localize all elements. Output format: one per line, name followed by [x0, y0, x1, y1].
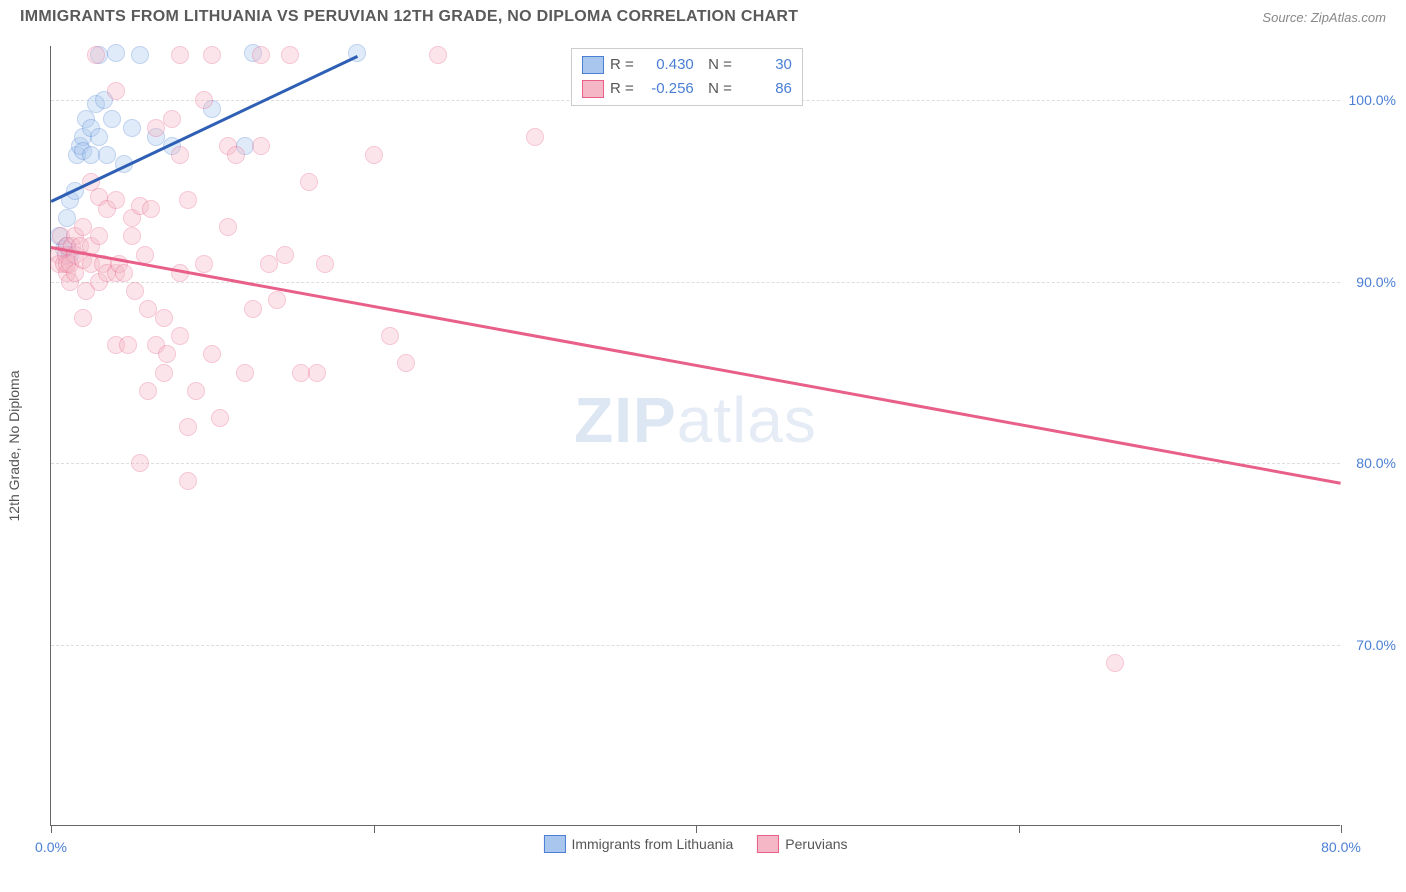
scatter-point: [123, 227, 141, 245]
scatter-point: [158, 345, 176, 363]
x-tick: [374, 825, 375, 833]
legend-label: Immigrants from Lithuania: [571, 836, 733, 852]
scatter-point: [98, 146, 116, 164]
scatter-point: [236, 364, 254, 382]
x-tick: [51, 825, 52, 833]
scatter-point: [316, 255, 334, 273]
y-axis-label: 12th Grade, No Diploma: [6, 371, 22, 522]
legend-swatch: [757, 835, 779, 853]
legend-swatch: [582, 56, 604, 74]
legend-row: R =-0.256 N =86: [582, 77, 792, 101]
scatter-point: [227, 146, 245, 164]
y-tick-label: 90.0%: [1356, 274, 1396, 290]
scatter-point: [171, 327, 189, 345]
scatter-point: [123, 119, 141, 137]
scatter-point: [179, 191, 197, 209]
legend-item: Immigrants from Lithuania: [543, 835, 733, 853]
legend-n-label: N =: [700, 77, 732, 101]
scatter-point: [187, 382, 205, 400]
legend-r-label: R =: [610, 77, 634, 101]
scatter-point: [252, 137, 270, 155]
x-tick: [1341, 825, 1342, 833]
scatter-point: [281, 46, 299, 64]
y-tick-label: 100.0%: [1349, 92, 1396, 108]
watermark: ZIPatlas: [574, 383, 817, 457]
scatter-point: [268, 291, 286, 309]
scatter-point: [365, 146, 383, 164]
scatter-point: [87, 46, 105, 64]
scatter-point: [211, 409, 229, 427]
x-tick-label: 80.0%: [1321, 839, 1361, 855]
scatter-point: [115, 264, 133, 282]
scatter-chart: ZIPatlas 70.0%80.0%90.0%100.0%0.0%80.0%R…: [50, 46, 1340, 826]
scatter-point: [300, 173, 318, 191]
scatter-point: [526, 128, 544, 146]
scatter-point: [381, 327, 399, 345]
legend-n-label: N =: [700, 53, 732, 77]
scatter-point: [397, 354, 415, 372]
legend-item: Peruvians: [757, 835, 847, 853]
legend-row: R =0.430 N =30: [582, 53, 792, 77]
scatter-point: [136, 246, 154, 264]
chart-title: IMMIGRANTS FROM LITHUANIA VS PERUVIAN 12…: [20, 8, 798, 26]
scatter-point: [244, 300, 262, 318]
scatter-point: [308, 364, 326, 382]
scatter-point: [219, 218, 237, 236]
source-attribution: Source: ZipAtlas.com: [1262, 10, 1386, 25]
legend-n-value: 86: [738, 77, 792, 101]
legend-swatch: [543, 835, 565, 853]
scatter-point: [74, 218, 92, 236]
legend-r-value: -0.256: [640, 77, 694, 101]
scatter-point: [119, 336, 137, 354]
scatter-point: [1106, 654, 1124, 672]
y-tick-label: 70.0%: [1356, 637, 1396, 653]
legend-r-label: R =: [610, 53, 634, 77]
scatter-point: [74, 309, 92, 327]
x-tick-label: 0.0%: [35, 839, 67, 855]
scatter-point: [260, 255, 278, 273]
legend-r-value: 0.430: [640, 53, 694, 77]
scatter-point: [58, 209, 76, 227]
scatter-point: [179, 472, 197, 490]
legend-swatch: [582, 80, 604, 98]
scatter-point: [107, 191, 125, 209]
scatter-point: [90, 227, 108, 245]
chart-header: IMMIGRANTS FROM LITHUANIA VS PERUVIAN 12…: [0, 0, 1406, 30]
scatter-point: [139, 300, 157, 318]
scatter-point: [276, 246, 294, 264]
scatter-point: [126, 282, 144, 300]
scatter-point: [131, 454, 149, 472]
scatter-point: [107, 82, 125, 100]
scatter-point: [195, 255, 213, 273]
scatter-point: [147, 119, 165, 137]
scatter-point: [155, 309, 173, 327]
scatter-point: [155, 364, 173, 382]
scatter-point: [90, 128, 108, 146]
scatter-point: [139, 382, 157, 400]
scatter-point: [429, 46, 447, 64]
scatter-point: [163, 110, 181, 128]
x-tick: [696, 825, 697, 833]
legend-label: Peruvians: [785, 836, 847, 852]
scatter-point: [107, 44, 125, 62]
scatter-point: [195, 91, 213, 109]
scatter-point: [203, 46, 221, 64]
series-legend: Immigrants from Lithuania Peruvians: [543, 835, 847, 853]
x-tick: [1019, 825, 1020, 833]
correlation-legend: R =0.430 N =30R =-0.256 N =86: [571, 48, 803, 106]
scatter-point: [142, 200, 160, 218]
scatter-point: [171, 46, 189, 64]
gridline-h: [51, 645, 1340, 646]
y-tick-label: 80.0%: [1356, 455, 1396, 471]
scatter-point: [103, 110, 121, 128]
scatter-point: [131, 46, 149, 64]
scatter-point: [179, 418, 197, 436]
scatter-point: [252, 46, 270, 64]
gridline-h: [51, 463, 1340, 464]
scatter-point: [203, 345, 221, 363]
legend-n-value: 30: [738, 53, 792, 77]
scatter-point: [171, 146, 189, 164]
